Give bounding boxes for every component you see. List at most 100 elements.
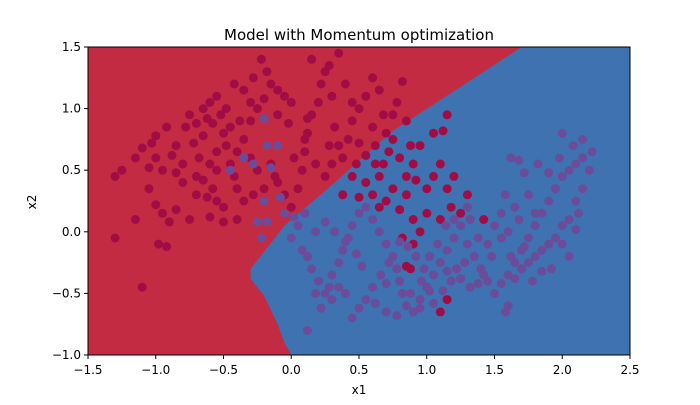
point-class-0-103 — [429, 171, 438, 181]
point-class-1-32 — [395, 276, 405, 286]
point-class-1-34 — [401, 301, 411, 311]
point-class-1-78 — [544, 168, 554, 178]
point-class-0-20 — [198, 131, 208, 141]
point-class-1-22 — [338, 245, 348, 255]
point-class-1-42 — [456, 221, 466, 231]
point-class-0-106 — [449, 171, 459, 181]
point-class-1-137 — [487, 251, 497, 261]
point-class-1-117 — [449, 215, 459, 224]
point-class-0-164 — [378, 159, 388, 169]
point-class-1-24 — [347, 221, 357, 231]
x-tick-label: −0.5 — [209, 363, 238, 377]
point-class-1-107 — [311, 288, 321, 298]
point-class-1-128 — [280, 208, 289, 218]
point-class-1-48 — [496, 279, 506, 288]
point-class-0-168 — [178, 178, 188, 187]
point-class-0-142 — [239, 196, 249, 206]
y-tick-label: 1.5 — [62, 40, 81, 54]
point-class-0-91 — [354, 138, 364, 148]
point-class-1-41 — [449, 233, 459, 243]
point-class-0-151 — [284, 118, 293, 128]
point-class-1-141 — [456, 274, 466, 284]
point-class-0-28 — [221, 141, 231, 151]
point-class-0-18 — [194, 153, 204, 163]
point-class-1-118 — [462, 202, 472, 212]
point-class-1-15 — [303, 251, 312, 261]
point-class-1-75 — [506, 153, 516, 163]
point-class-0-127 — [442, 295, 452, 305]
point-class-1-92 — [429, 298, 438, 308]
point-class-0-0 — [110, 171, 120, 181]
point-class-1-54 — [537, 208, 547, 218]
point-class-1-76 — [519, 168, 529, 178]
point-class-1-12 — [286, 233, 296, 243]
point-class-0-133 — [164, 217, 174, 227]
point-class-0-43 — [273, 85, 283, 95]
point-class-0-114 — [438, 126, 448, 136]
point-class-0-162 — [368, 122, 378, 132]
point-class-0-126 — [435, 307, 445, 317]
point-class-0-139 — [205, 212, 215, 222]
point-class-1-2 — [248, 159, 258, 169]
point-class-0-161 — [273, 110, 283, 120]
point-class-1-17 — [313, 276, 323, 286]
point-class-1-113 — [416, 276, 426, 286]
point-class-0-125 — [401, 261, 411, 271]
point-class-1-47 — [490, 288, 499, 298]
point-class-1-83 — [503, 227, 513, 237]
point-class-1-95 — [403, 242, 413, 252]
point-class-0-49 — [239, 85, 249, 95]
point-class-0-21 — [198, 104, 208, 114]
point-class-1-145 — [500, 190, 510, 200]
point-class-0-44 — [280, 91, 289, 101]
point-class-1-68 — [537, 245, 547, 255]
point-class-0-17 — [189, 138, 199, 148]
point-class-0-111 — [456, 208, 466, 218]
point-class-1-123 — [330, 227, 340, 237]
point-class-1-140 — [465, 282, 475, 292]
point-class-0-80 — [388, 134, 398, 144]
point-class-0-46 — [256, 54, 266, 64]
point-class-0-100 — [408, 215, 418, 224]
point-class-0-38 — [239, 134, 249, 144]
point-class-1-9 — [252, 217, 262, 227]
point-class-0-50 — [235, 116, 245, 126]
point-class-0-6 — [158, 165, 167, 175]
point-class-1-39 — [435, 258, 445, 268]
point-class-0-32 — [198, 175, 208, 185]
point-class-1-109 — [370, 298, 380, 308]
point-class-1-16 — [307, 264, 317, 274]
point-class-1-86 — [473, 233, 483, 243]
x-tick-label: 2.0 — [553, 363, 572, 377]
point-class-0-87 — [395, 153, 405, 163]
point-class-0-138 — [191, 190, 201, 200]
point-class-0-59 — [297, 165, 307, 175]
point-class-0-64 — [316, 79, 326, 89]
point-class-1-120 — [357, 261, 367, 271]
point-class-1-153 — [578, 134, 588, 144]
point-class-0-23 — [205, 97, 215, 107]
point-class-0-88 — [384, 147, 394, 157]
point-class-0-45 — [262, 67, 272, 77]
point-class-0-77 — [374, 85, 384, 95]
point-class-0-107 — [422, 184, 432, 194]
point-class-1-58 — [564, 165, 574, 175]
point-class-1-136 — [496, 233, 506, 243]
point-class-0-160 — [286, 97, 296, 107]
point-class-1-71 — [517, 264, 527, 274]
point-class-0-101 — [415, 227, 425, 237]
point-class-0-115 — [442, 110, 452, 120]
y-axis: −1.0 −0.5 0.0 0.5 1.0 1.5 — [52, 40, 88, 362]
chart-title: Model with Momentum optimization — [224, 26, 494, 44]
point-class-1-55 — [544, 196, 554, 206]
point-class-0-7 — [151, 131, 161, 141]
point-class-0-33 — [208, 184, 218, 194]
point-class-1-21 — [334, 258, 344, 268]
point-class-1-124 — [320, 217, 330, 227]
point-class-1-127 — [289, 212, 299, 222]
point-class-1-90 — [446, 276, 456, 286]
point-class-0-68 — [334, 141, 344, 151]
point-class-1-119 — [381, 279, 391, 288]
